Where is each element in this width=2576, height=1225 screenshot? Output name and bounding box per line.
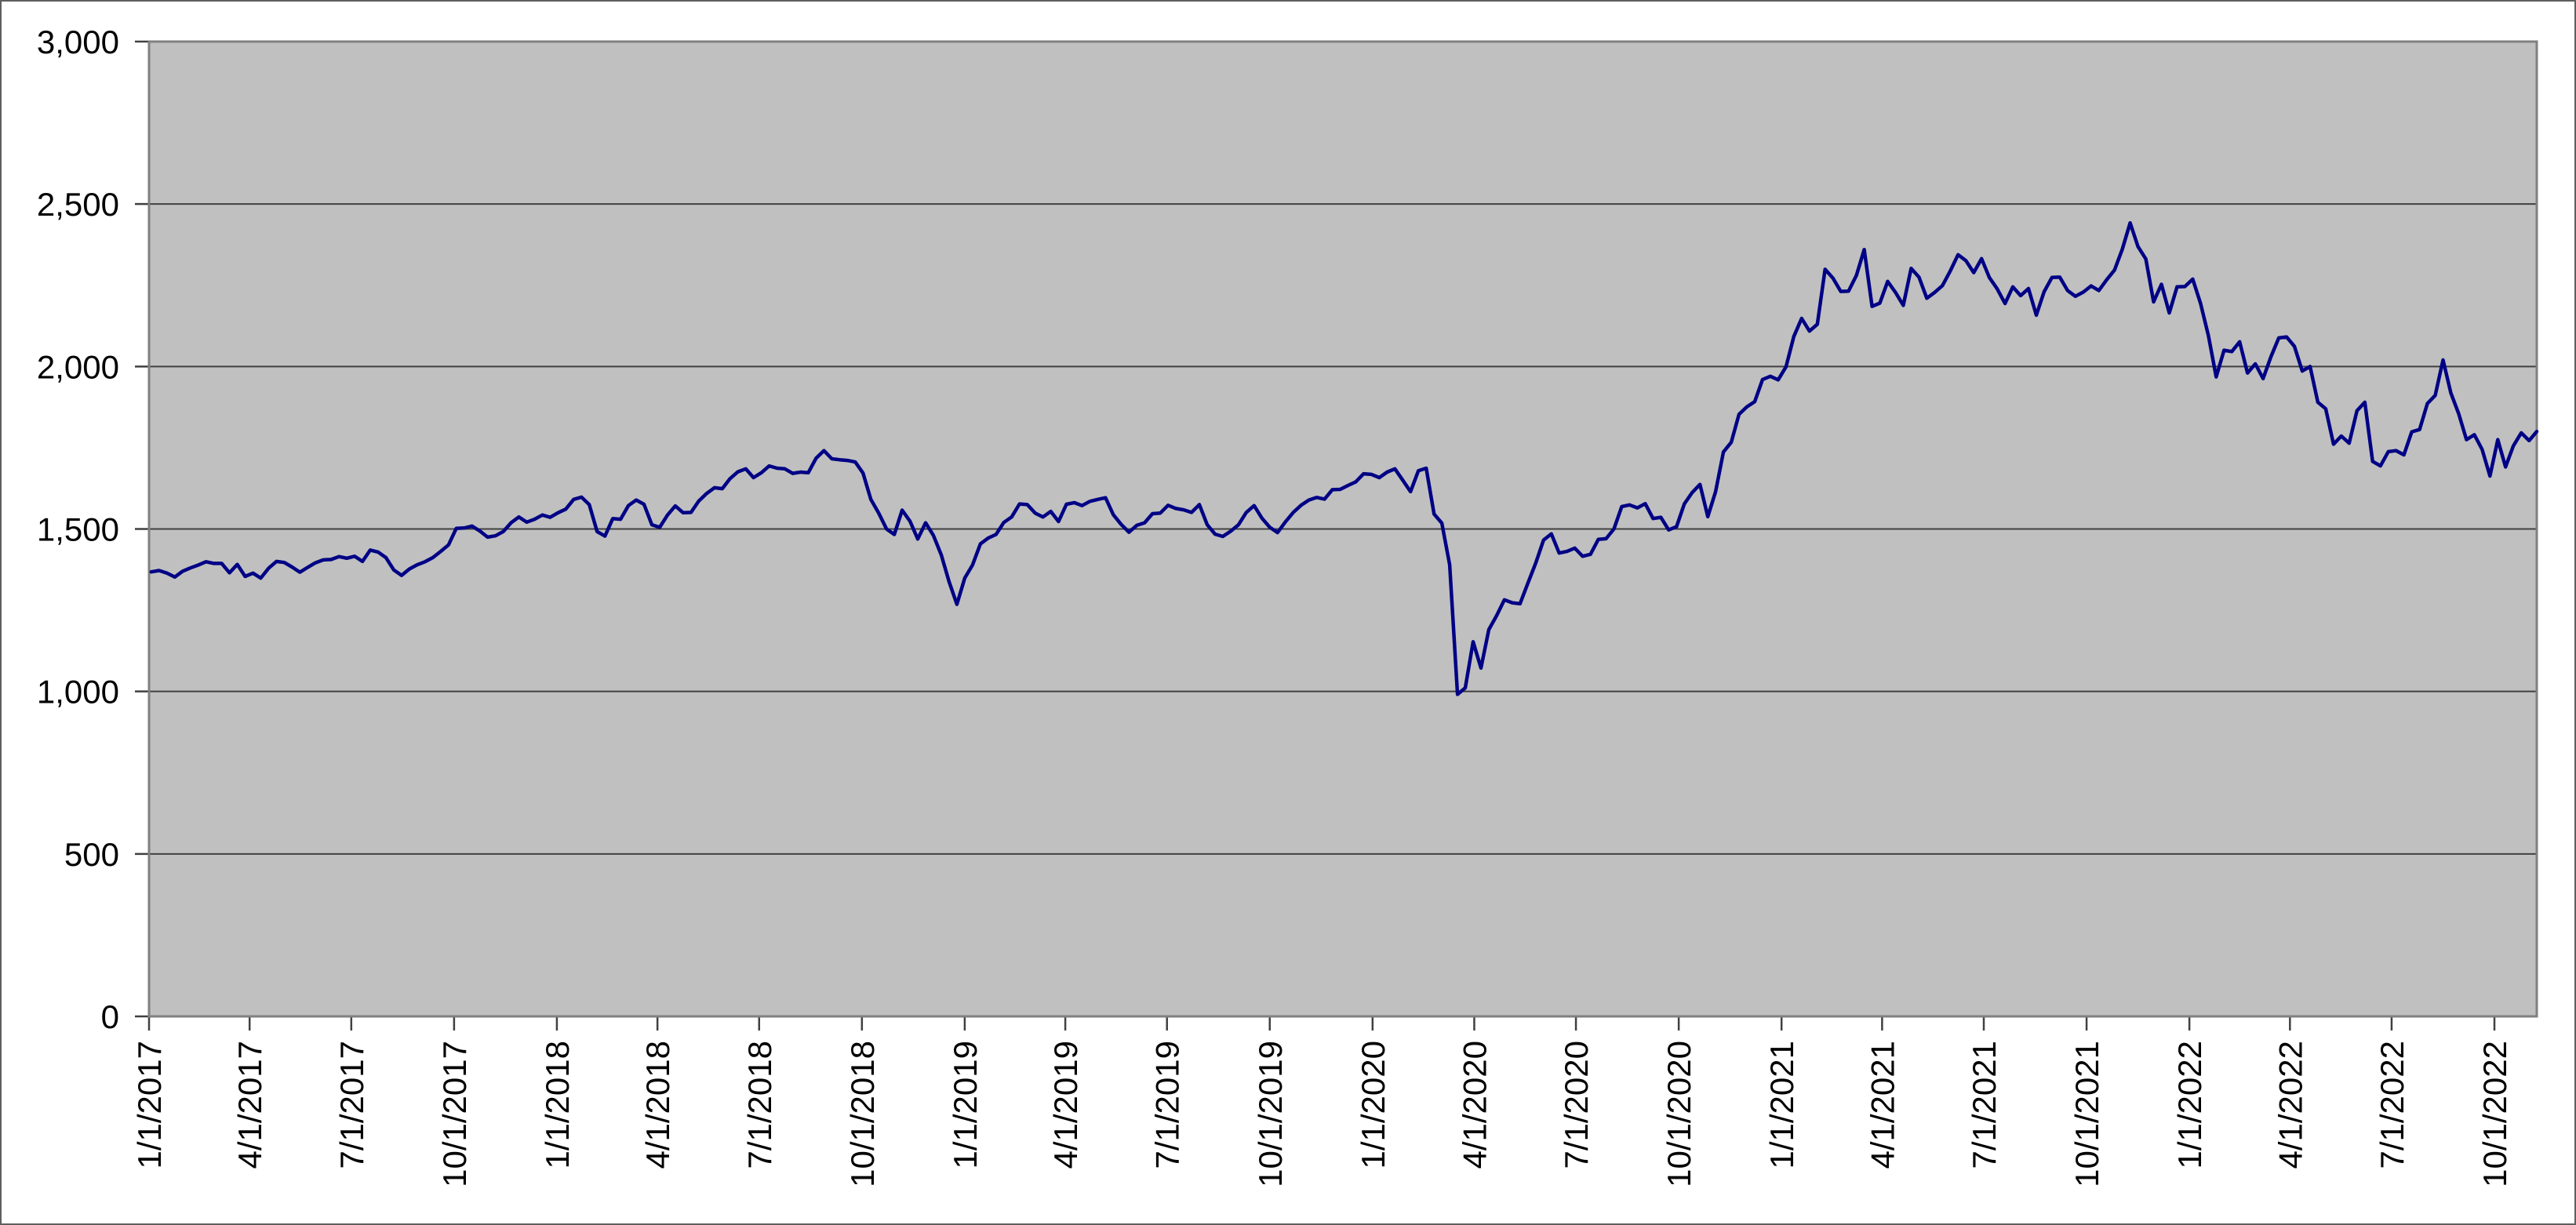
x-tick-label: 10/1/2020 — [1661, 1041, 1697, 1187]
x-tick-label: 4/1/2019 — [1047, 1041, 1084, 1169]
x-tick-label: 10/1/2019 — [1252, 1041, 1289, 1187]
x-tick-label: 10/1/2018 — [844, 1041, 881, 1187]
x-tick-label: 10/1/2021 — [2068, 1041, 2105, 1187]
x-tick-label: 1/1/2018 — [539, 1041, 576, 1169]
x-tick-label: 1/1/2022 — [2171, 1041, 2208, 1169]
x-tick-label: 4/1/2021 — [1864, 1041, 1901, 1169]
y-tick-label: 2,500 — [37, 186, 119, 223]
x-tick-label: 10/1/2022 — [2476, 1041, 2513, 1187]
x-axis-labels: 1/1/2017 4/1/2017 7/1/2017 10/1/2017 1/1/201… — [131, 1041, 2513, 1187]
price-line — [149, 220, 2539, 696]
plot-border — [147, 40, 2538, 1018]
x-tick-label: 4/1/2017 — [231, 1041, 268, 1169]
x-tick-label: 10/1/2017 — [436, 1041, 473, 1187]
y-tick-label: 500 — [64, 836, 119, 873]
x-tick-label: 1/1/2019 — [947, 1041, 984, 1169]
y-tick-label: 1,000 — [37, 674, 119, 711]
x-tick-label: 4/1/2022 — [2272, 1041, 2309, 1169]
x-tick-label: 7/1/2018 — [741, 1041, 778, 1169]
y-tick-label: 1,500 — [37, 511, 119, 548]
y-tick-label: 0 — [101, 998, 119, 1035]
x-tick-label: 7/1/2019 — [1149, 1041, 1186, 1169]
x-tick-label: 7/1/2022 — [2374, 1041, 2410, 1169]
x-tick-label: 1/1/2021 — [1763, 1041, 1800, 1169]
y-axis-ticks — [135, 40, 149, 1018]
x-tick-label: 1/1/2020 — [1355, 1041, 1392, 1169]
x-tick-label: 4/1/2020 — [1456, 1041, 1493, 1169]
x-tick-label: 4/1/2018 — [639, 1041, 676, 1169]
x-tick-label: 7/1/2021 — [1966, 1041, 2003, 1169]
gridlines — [149, 203, 2537, 855]
y-axis-labels: 0 500 1,000 1,500 2,000 2,500 3,000 — [37, 24, 119, 1035]
y-tick-label: 2,000 — [37, 348, 119, 385]
x-tick-label: 7/1/2017 — [333, 1041, 370, 1169]
x-tick-label: 1/1/2017 — [131, 1041, 168, 1169]
x-tick-label: 7/1/2020 — [1558, 1041, 1595, 1169]
y-tick-label: 3,000 — [37, 24, 119, 60]
x-axis-ticks — [147, 1016, 2496, 1031]
